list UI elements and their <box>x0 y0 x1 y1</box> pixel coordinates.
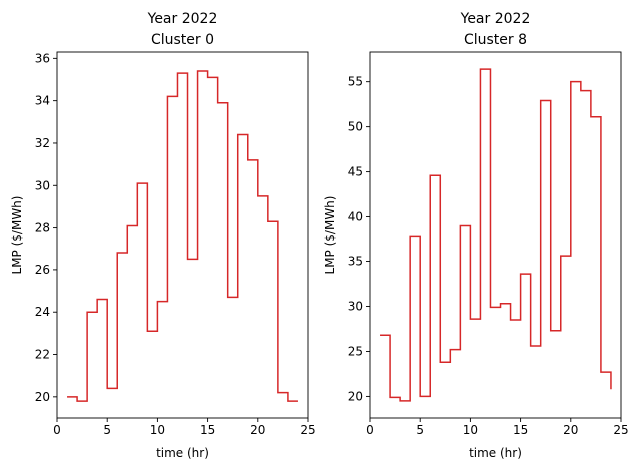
x-tick-label: 15 <box>200 423 215 437</box>
x-tick-label: 5 <box>416 423 424 437</box>
x-tick-label: 5 <box>103 423 111 437</box>
y-tick-label: 26 <box>35 263 50 277</box>
x-tick-label: 20 <box>250 423 265 437</box>
y-tick-label: 30 <box>348 299 363 313</box>
y-tick-label: 25 <box>348 344 363 358</box>
y-axis-label: LMP ($/MWh) <box>10 196 24 275</box>
series-line <box>380 68 612 402</box>
y-tick-label: 45 <box>348 165 363 179</box>
x-axis-label: time (hr) <box>469 446 522 460</box>
x-tick-label: 0 <box>366 423 374 437</box>
x-tick-label: 0 <box>53 423 61 437</box>
chart-title: Year 2022 <box>147 11 218 27</box>
axes-frame <box>369 51 622 419</box>
y-axis-label: LMP ($/MWh) <box>323 196 337 275</box>
chart-subtitle: Cluster 8 <box>464 32 527 48</box>
chart-subtitle: Cluster 0 <box>151 32 214 48</box>
y-tick-label: 20 <box>348 389 363 403</box>
x-tick-label: 10 <box>150 423 165 437</box>
y-tick-label: 28 <box>35 221 50 235</box>
chart-panel-cluster-0: 0 5 10 15 20 25 20 22 24 26 28 30 32 34 36 Year 2022 Clu… <box>10 11 316 460</box>
axes-frame <box>56 51 309 419</box>
y-tick-label: 20 <box>35 390 50 404</box>
y-tick-label: 30 <box>35 178 50 192</box>
y-tick-label: 22 <box>35 348 50 362</box>
y-tick-label: 40 <box>348 210 363 224</box>
x-tick-label: 10 <box>463 423 478 437</box>
y-tick-label: 50 <box>348 120 363 134</box>
x-tick-label: 25 <box>300 423 315 437</box>
chart-panel-cluster-8: 0 5 10 15 20 25 20 25 30 35 40 45 50 55 Year 2022 Clust… <box>323 11 629 460</box>
y-tick-label: 36 <box>35 51 50 65</box>
y-tick-label: 55 <box>348 75 363 89</box>
y-tick-label: 34 <box>35 94 50 108</box>
x-axis-label: time (hr) <box>156 446 209 460</box>
x-tick-label: 25 <box>613 423 628 437</box>
y-tick-label: 24 <box>35 305 50 319</box>
x-tick-label: 20 <box>563 423 578 437</box>
x-tick-label: 15 <box>513 423 528 437</box>
series-line <box>67 70 298 402</box>
y-tick-label: 35 <box>348 255 363 269</box>
chart-title: Year 2022 <box>460 11 531 27</box>
y-tick-label: 32 <box>35 136 50 150</box>
